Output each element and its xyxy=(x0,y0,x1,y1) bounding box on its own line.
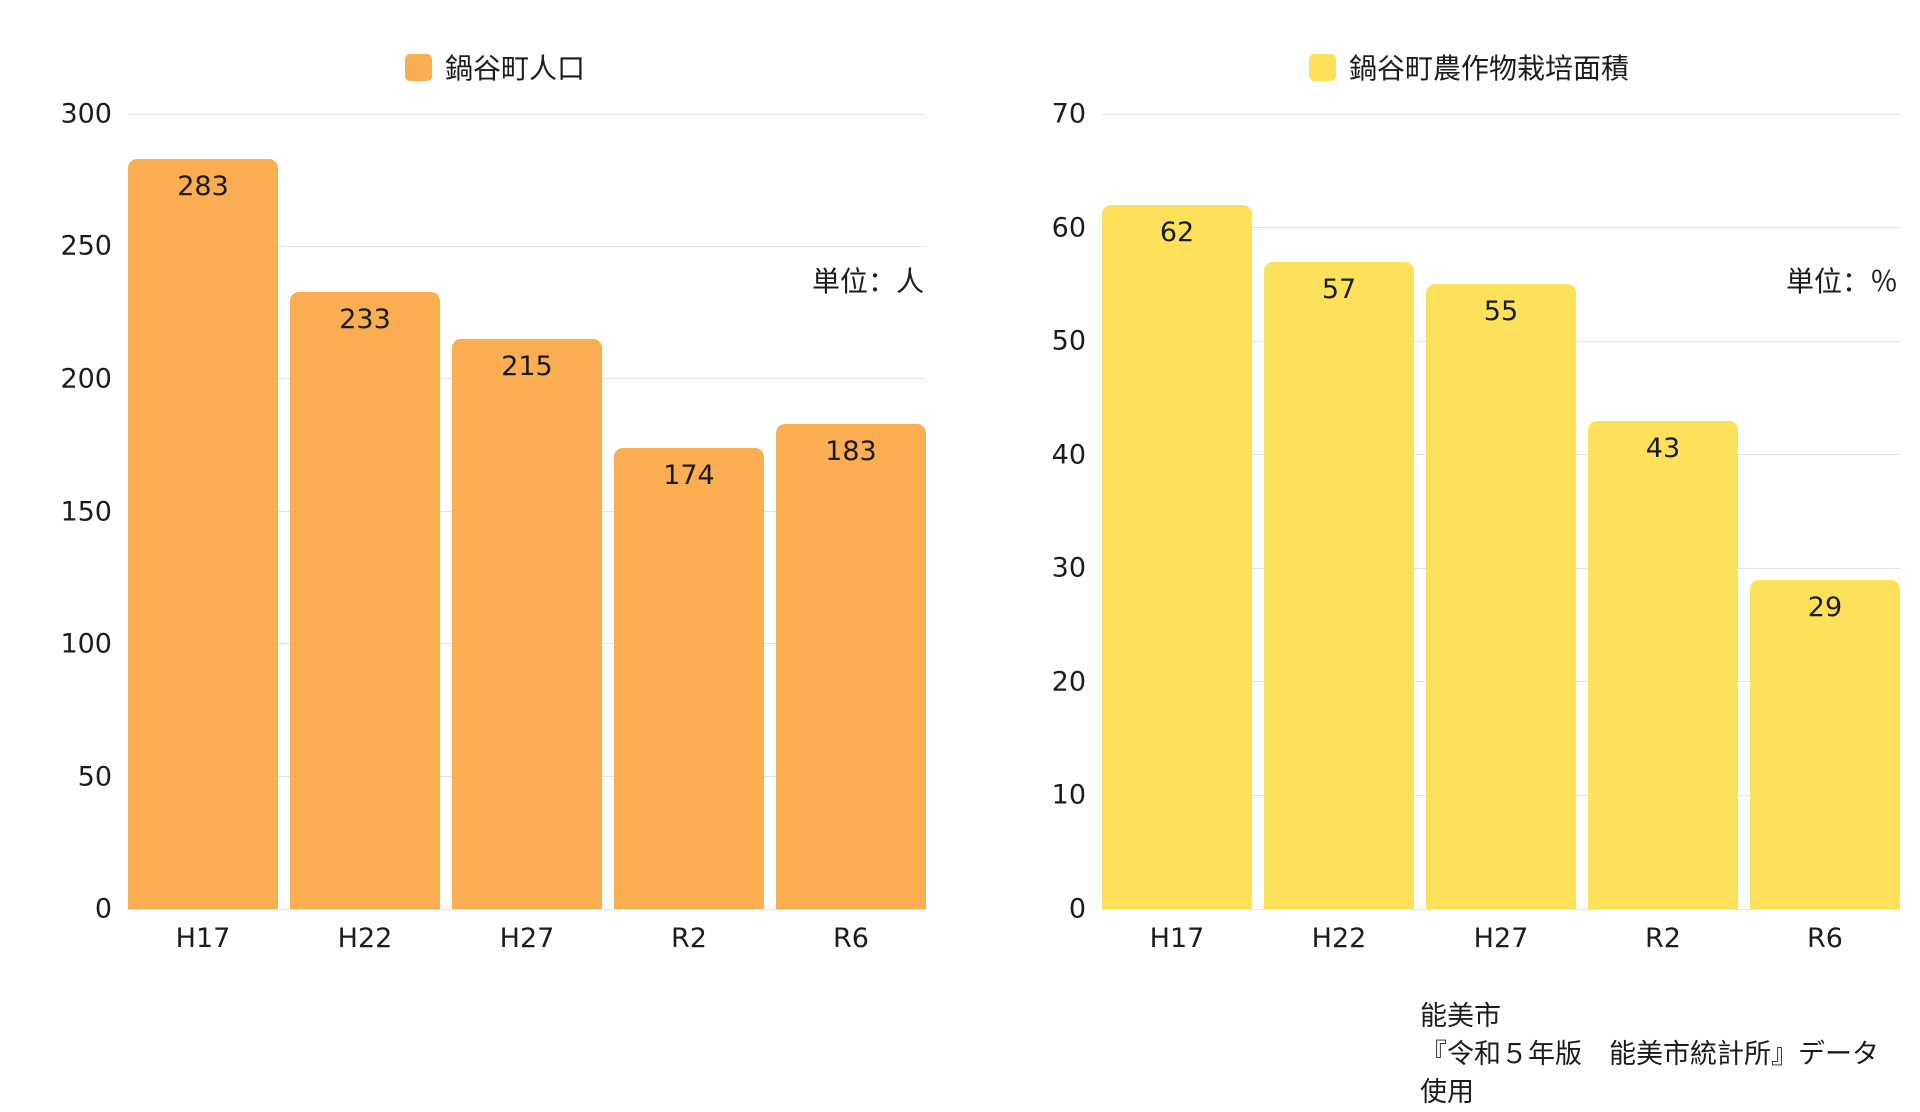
legend-swatch xyxy=(1308,53,1336,81)
y-axis-tick-label: 100 xyxy=(60,628,112,660)
unit-label: 単位：人 xyxy=(811,265,924,298)
x-axis-tick-label: H17 xyxy=(175,923,231,954)
bar-value-label: 215 xyxy=(501,351,553,383)
y-axis-tick-label: 150 xyxy=(60,496,112,527)
bar-value-label: 233 xyxy=(339,303,391,335)
x-axis: H17 H22 H27 R2 R6 xyxy=(128,923,926,954)
bar-H17: 62 xyxy=(1102,204,1253,909)
y-axis-tick-label: 250 xyxy=(60,230,112,262)
x-axis-tick-label: R2 xyxy=(1644,923,1681,954)
bar-H22: 57 xyxy=(1263,261,1414,909)
y-axis-tick-label: 0 xyxy=(1068,893,1086,925)
gridline xyxy=(1102,908,1900,910)
bars-group: 62 57 55 43 29 xyxy=(1102,114,1900,909)
legend-label: 鍋谷町農作物栽培面積 xyxy=(1348,52,1629,85)
bar-R6: 183 xyxy=(775,424,926,909)
x-axis-tick-label: H22 xyxy=(1311,923,1367,954)
x-axis-tick-label: R6 xyxy=(832,923,869,954)
bar-value-label: 283 xyxy=(177,171,229,203)
bar-value-label: 43 xyxy=(1645,432,1681,464)
y-axis-tick-label: 50 xyxy=(1051,325,1086,357)
y-axis-tick-label: 10 xyxy=(1051,779,1086,811)
x-axis-tick-label: H17 xyxy=(1149,923,1205,954)
y-axis: 0 50 100 150 200 250 300 xyxy=(60,99,128,925)
y-axis-tick-label: 300 xyxy=(60,98,112,130)
unit-label: 単位：％ xyxy=(1785,265,1898,298)
source-note-line2: 『令和５年版 能美市統計所』データ使用 xyxy=(1420,1039,1879,1108)
legend-swatch xyxy=(404,53,432,81)
y-axis-tick-label: 0 xyxy=(94,893,112,925)
y-axis-tick-label: 70 xyxy=(1051,98,1086,130)
population-chart: 鍋谷町人口 0 50 100 150 200 250 300 単位：人 283 233 215 1… xyxy=(60,50,926,1112)
bar-value-label: 55 xyxy=(1483,296,1519,328)
bar-R6: 29 xyxy=(1749,579,1900,909)
legend: 鍋谷町農作物栽培面積 xyxy=(1038,50,1900,85)
bar-H17: 283 xyxy=(128,159,279,909)
cultivation-chart: 鍋谷町農作物栽培面積 0 10 20 30 40 50 60 70 単位：％ 62 57 55 43… xyxy=(1038,50,1900,1112)
gridline xyxy=(1102,227,1900,229)
gridline xyxy=(128,113,926,115)
y-axis-tick-label: 30 xyxy=(1051,552,1086,584)
legend: 鍋谷町人口 xyxy=(64,50,926,85)
legend-label: 鍋谷町人口 xyxy=(444,52,585,85)
bar-H27: 215 xyxy=(451,339,602,909)
bar-H22: 233 xyxy=(289,291,440,909)
x-axis: H17 H22 H27 R2 R6 xyxy=(1102,923,1900,954)
bars-group: 283 233 215 174 183 xyxy=(128,114,926,909)
y-axis: 0 10 20 30 40 50 60 70 xyxy=(1038,99,1102,925)
x-axis-tick-label: H27 xyxy=(499,923,555,954)
bar-H27: 55 xyxy=(1425,284,1576,909)
y-axis-tick-label: 50 xyxy=(77,761,112,792)
gridline xyxy=(1102,113,1900,115)
y-axis-tick-label: 200 xyxy=(60,363,112,395)
y-axis-tick-label: 20 xyxy=(1051,666,1086,698)
y-axis-tick-label: 40 xyxy=(1051,439,1086,471)
bar-value-label: 29 xyxy=(1807,591,1843,623)
source-note: 能美市 『令和５年版 能美市統計所』データ使用 xyxy=(1420,998,1900,1112)
x-axis-tick-label: R6 xyxy=(1806,923,1843,954)
bar-R2: 43 xyxy=(1587,420,1738,909)
bar-value-label: 174 xyxy=(663,459,715,491)
plot-area: 単位：％ 62 57 55 43 29 xyxy=(1102,113,1900,910)
bar-value-label: 62 xyxy=(1159,216,1195,248)
y-axis-tick-label: 60 xyxy=(1051,212,1086,244)
x-axis-tick-label: H27 xyxy=(1473,923,1529,954)
plot-area: 単位：人 283 233 215 174 183 xyxy=(128,113,926,910)
chart-body: 0 10 20 30 40 50 60 70 単位：％ 62 57 55 43 29 xyxy=(1038,99,1900,925)
gridline xyxy=(128,245,926,247)
chart-body: 0 50 100 150 200 250 300 単位：人 283 233 215 174 183 xyxy=(60,99,926,925)
gridline xyxy=(128,908,926,910)
bar-value-label: 183 xyxy=(825,436,877,468)
source-note-line1: 能美市 xyxy=(1420,1001,1501,1032)
bar-value-label: 57 xyxy=(1321,273,1357,305)
x-axis-tick-label: R2 xyxy=(670,923,707,954)
bar-R2: 174 xyxy=(613,447,764,909)
x-axis-tick-label: H22 xyxy=(337,923,393,954)
